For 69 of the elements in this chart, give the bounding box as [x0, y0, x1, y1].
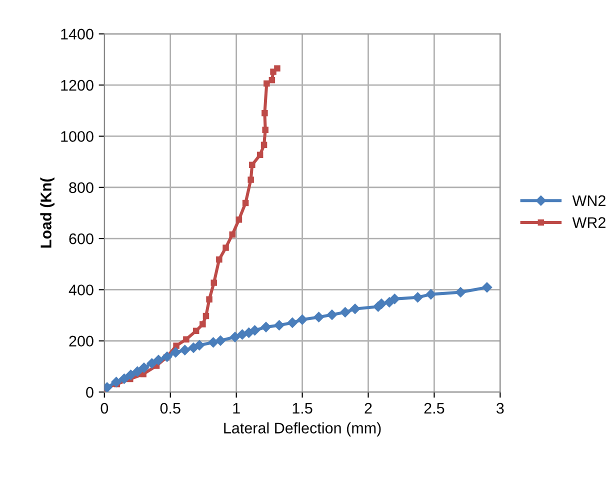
y-tick-label: 0	[86, 386, 94, 398]
point	[138, 362, 150, 373]
point	[200, 321, 206, 328]
point	[229, 231, 236, 238]
point	[250, 325, 260, 336]
y-tick-label: 400	[68, 284, 94, 296]
point	[111, 376, 122, 388]
x-tick-label: 1	[233, 403, 240, 414]
point	[236, 216, 242, 223]
point	[264, 80, 270, 87]
point	[248, 176, 254, 183]
legend-label: WN2	[572, 195, 606, 206]
point	[162, 352, 172, 362]
point	[132, 366, 142, 377]
point	[262, 110, 268, 116]
point	[242, 200, 249, 206]
point	[297, 314, 308, 325]
point	[230, 332, 240, 342]
y-tick-label: 600	[69, 233, 94, 244]
point	[194, 340, 204, 350]
point	[170, 347, 181, 358]
point	[206, 296, 212, 303]
point	[482, 282, 492, 293]
point	[256, 152, 264, 158]
point	[314, 312, 324, 322]
y-tick-label: 800	[69, 182, 94, 194]
point	[173, 342, 180, 349]
point	[412, 292, 423, 302]
x-tick-label: 3	[496, 402, 504, 414]
point	[119, 374, 130, 384]
x-tick-label: 2.5	[424, 402, 444, 414]
point	[274, 65, 280, 72]
point	[126, 370, 136, 380]
point	[208, 337, 218, 348]
point	[350, 304, 360, 314]
x-tick-label: 2	[364, 402, 372, 414]
point	[215, 336, 226, 346]
point	[222, 244, 229, 251]
y-tick-label: 1200	[61, 80, 94, 91]
point	[180, 344, 190, 356]
x-tick-label: 1.5	[292, 403, 312, 414]
point	[237, 329, 248, 340]
x-axis-title: Lateral Deflection (mm)	[224, 422, 381, 436]
point	[249, 162, 256, 168]
point	[326, 310, 338, 320]
point	[153, 354, 164, 366]
point	[216, 256, 222, 263]
legend-label: WR2	[572, 217, 606, 228]
point	[262, 126, 268, 133]
y-tick-label: 1000	[61, 131, 94, 142]
point	[455, 287, 466, 298]
point	[426, 289, 436, 300]
point	[192, 328, 200, 334]
y-tick-label: 1400	[61, 28, 94, 40]
point	[202, 312, 210, 320]
point	[260, 142, 268, 148]
point	[274, 320, 284, 330]
point	[260, 322, 272, 332]
point	[210, 280, 218, 286]
point	[183, 336, 190, 342]
point	[340, 307, 350, 318]
point	[146, 358, 158, 368]
y-axis-title: Load (Kn(	[40, 177, 54, 248]
x-tick-label: 0.5	[160, 402, 180, 414]
point	[287, 318, 298, 328]
point	[268, 77, 276, 84]
point	[390, 294, 400, 304]
x-tick-label: 0	[100, 402, 108, 414]
y-tick-label: 200	[69, 336, 94, 347]
